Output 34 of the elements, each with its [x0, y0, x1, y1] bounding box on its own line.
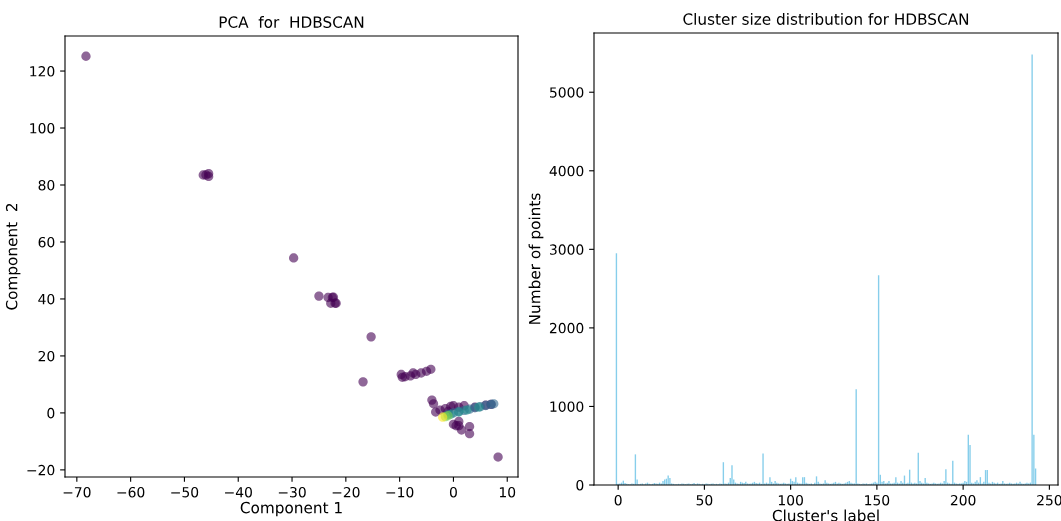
x-tick-label: −30	[278, 486, 306, 498]
x-tick-label: −10	[386, 486, 414, 498]
x-tick-label: 100	[778, 494, 803, 506]
x-tick-label: 50	[696, 494, 713, 506]
x-tick-label: 0	[614, 494, 622, 506]
y-tick-label: 40	[38, 293, 55, 305]
y-tick-label: 80	[38, 179, 55, 191]
x-tick-label: 150	[865, 494, 890, 506]
x-tick-label: 250	[1037, 494, 1061, 506]
y-tick-label: 4000	[549, 165, 584, 177]
y-tick-label: 0	[47, 407, 55, 419]
x-tick-label: −70	[63, 486, 91, 498]
x-tick-label: 10	[499, 486, 516, 498]
y-tick-label: 100	[30, 122, 55, 134]
x-tick-label: −20	[332, 486, 360, 498]
x-tick-label: 200	[950, 494, 976, 506]
chart-title: Cluster size distribution for HDBSCAN	[683, 13, 969, 25]
y-axis-title: Component 2	[5, 203, 21, 310]
y-tick-label: 120	[30, 66, 55, 77]
x-axis-title: Component 1	[240, 501, 342, 517]
x-axis-title: Cluster's label	[772, 509, 879, 521]
y-tick-label: 20	[38, 350, 55, 362]
y-tick-label: 1000	[550, 401, 584, 412]
x-tick-label: −50	[171, 486, 199, 498]
y-tick-label: 60	[38, 236, 55, 248]
y-tick-label: 5000	[550, 87, 584, 98]
y-tick-label: 3000	[549, 244, 584, 255]
y-tick-label: 2000	[549, 322, 584, 334]
x-tick-label: 0	[449, 486, 457, 498]
y-tick-label: −20	[27, 464, 55, 476]
chart-title: PCA for HDBSCAN	[219, 16, 364, 28]
x-tick-label: −40	[225, 486, 252, 498]
y-axis-title: Number of points	[528, 193, 544, 324]
x-tick-label: −60	[117, 486, 145, 498]
